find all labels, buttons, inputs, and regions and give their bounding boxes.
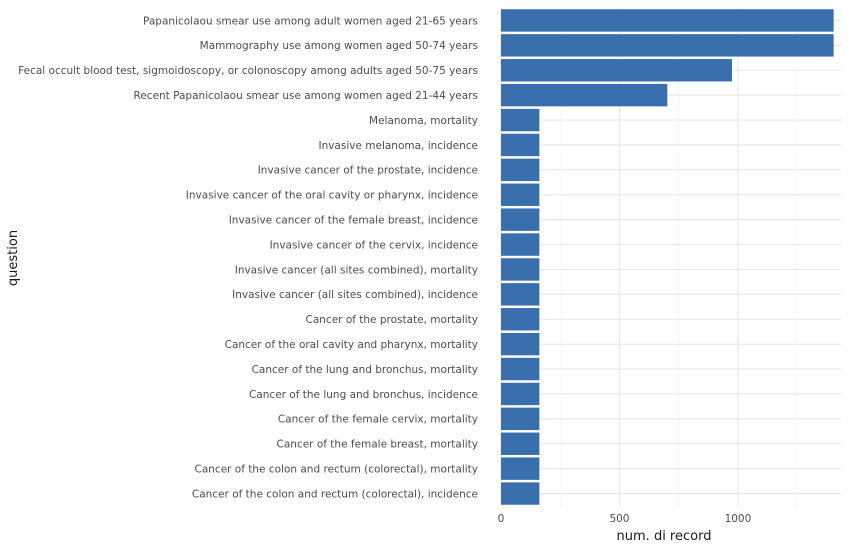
y-tick-label: Cancer of the oral cavity and pharynx, m… bbox=[225, 339, 478, 351]
bar bbox=[501, 9, 834, 32]
x-tick-labels: 0 500 1000 bbox=[498, 513, 752, 525]
bar bbox=[501, 208, 540, 231]
bar bbox=[501, 382, 540, 406]
y-tick-label: Mammography use among women aged 50-74 y… bbox=[200, 40, 478, 52]
y-tick-label: Invasive cancer (all sites combined), mo… bbox=[235, 264, 478, 276]
bar bbox=[501, 432, 540, 455]
y-tick-label: Cancer of the lung and bronchus, mortali… bbox=[252, 364, 478, 376]
bar bbox=[501, 407, 540, 431]
y-tick-label: Invasive cancer of the female breast, in… bbox=[229, 214, 478, 226]
y-tick-label: Invasive melanoma, incidence bbox=[318, 140, 478, 152]
y-tick-label: Cancer of the colon and rectum (colorect… bbox=[192, 488, 478, 500]
y-tick-label: Cancer of the female cervix, mortality bbox=[278, 414, 478, 426]
bar bbox=[501, 108, 540, 132]
x-tick-label: 0 bbox=[498, 513, 505, 525]
bars bbox=[501, 9, 834, 505]
y-tick-label: Invasive cancer of the oral cavity or ph… bbox=[186, 190, 478, 202]
y-tick-labels: Papanicolaou smear use among adult women… bbox=[18, 15, 478, 500]
grid-lines bbox=[500, 8, 841, 506]
y-tick-label: Cancer of the lung and bronchus, inciden… bbox=[249, 389, 478, 401]
bar bbox=[501, 308, 540, 331]
y-tick-label: Cancer of the prostate, mortality bbox=[306, 314, 478, 326]
y-tick-label: Papanicolaou smear use among adult women… bbox=[143, 15, 478, 27]
bar bbox=[501, 34, 834, 57]
bar bbox=[501, 332, 540, 356]
y-tick-label: Invasive cancer (all sites combined), in… bbox=[232, 289, 478, 301]
y-tick-label: Cancer of the colon and rectum (colorect… bbox=[195, 463, 479, 475]
y-tick-label: Cancer of the female breast, mortality bbox=[277, 439, 478, 451]
bar bbox=[501, 183, 540, 206]
bar bbox=[501, 59, 733, 82]
x-tick-label: 500 bbox=[609, 513, 629, 525]
y-tick-label: Fecal occult blood test, sigmoidoscopy, … bbox=[18, 65, 478, 77]
bar bbox=[501, 457, 540, 480]
bar bbox=[501, 357, 540, 381]
bar bbox=[501, 283, 540, 306]
y-tick-label: Recent Papanicolaou smear use among wome… bbox=[134, 90, 478, 102]
bar bbox=[501, 158, 540, 182]
y-axis-title: question bbox=[6, 230, 21, 286]
y-tick-label: Invasive cancer of the prostate, inciden… bbox=[258, 165, 478, 177]
bar bbox=[501, 83, 668, 107]
y-tick-label: Invasive cancer of the cervix, incidence bbox=[270, 239, 478, 251]
y-tick-label: Melanoma, mortality bbox=[369, 115, 478, 127]
x-axis-title: num. di record bbox=[617, 529, 712, 544]
x-tick-label: 1000 bbox=[725, 513, 752, 525]
bar bbox=[501, 133, 540, 157]
bar bbox=[501, 482, 540, 505]
bar bbox=[501, 233, 540, 256]
bar bbox=[501, 258, 540, 281]
